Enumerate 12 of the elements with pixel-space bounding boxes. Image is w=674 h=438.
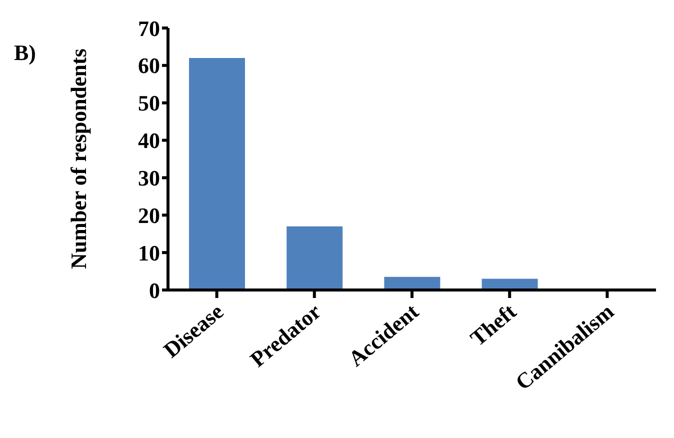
y-tick-label: 0 xyxy=(149,278,160,303)
bar xyxy=(189,58,245,290)
y-tick-label: 20 xyxy=(138,202,160,228)
y-tick-label: 70 xyxy=(138,16,160,41)
text: B) xyxy=(14,40,36,66)
y-axis-title: Number of respondents xyxy=(66,48,91,269)
y-tick-label: 30 xyxy=(138,166,160,191)
y-tick-label: 40 xyxy=(138,128,160,154)
y-tick-label: 60 xyxy=(138,53,160,78)
bar xyxy=(286,226,343,290)
y-tick-label: 10 xyxy=(138,240,160,266)
y-tick-label: 50 xyxy=(138,90,160,116)
